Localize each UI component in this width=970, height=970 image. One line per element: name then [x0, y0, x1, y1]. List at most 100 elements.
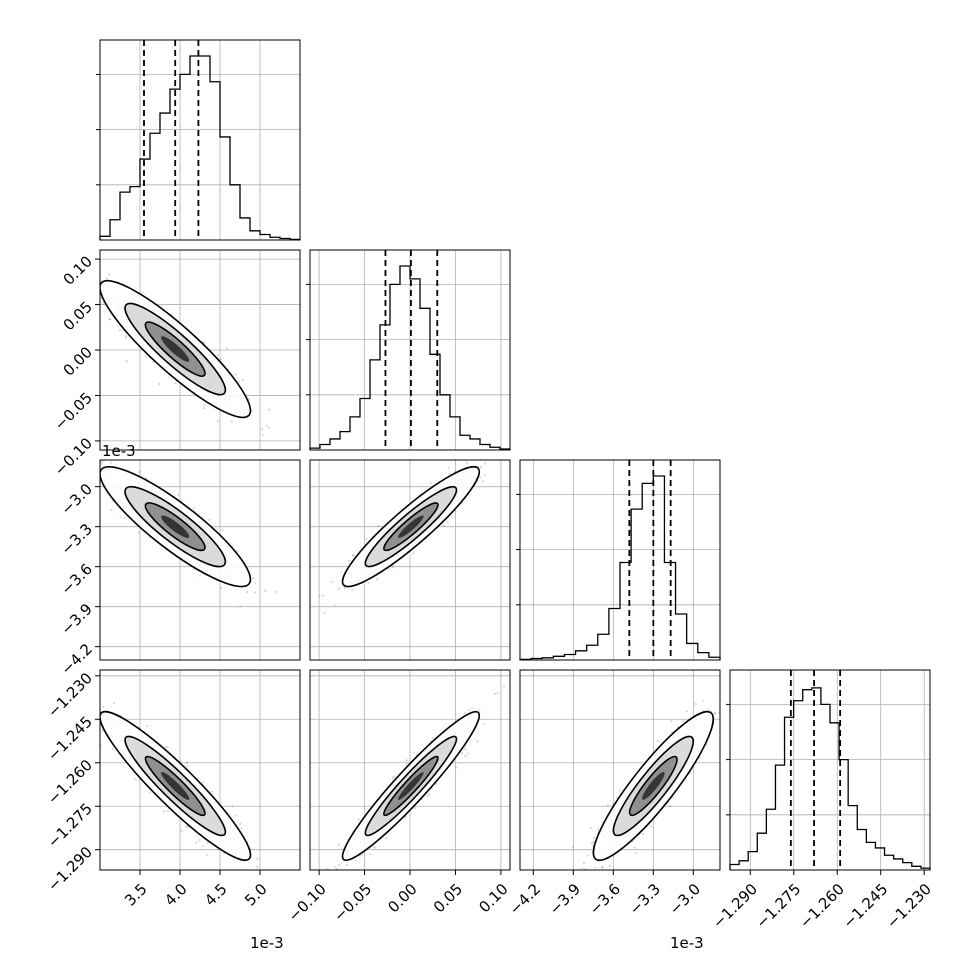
scatter-point [442, 524, 445, 527]
panel-frame [519, 459, 721, 661]
scatter-point [496, 454, 498, 456]
scatter-point [354, 859, 357, 862]
scatter-point [338, 863, 341, 867]
scatter-point [198, 574, 202, 577]
scatter-point [513, 421, 515, 423]
scatter-point [476, 740, 479, 743]
scatter-point [574, 872, 576, 874]
scatter-point [372, 845, 375, 848]
scatter-point [713, 712, 716, 716]
scatter-point [702, 709, 705, 712]
scatter-point [241, 378, 244, 381]
scatter-point [239, 605, 242, 608]
panel-frame [309, 249, 511, 451]
scatter-point [337, 843, 340, 847]
scatter-point [464, 711, 467, 714]
scatter-point [464, 747, 467, 750]
scatter-point [493, 692, 497, 695]
scatter-point [96, 712, 98, 714]
scatter-point [479, 476, 482, 479]
scatter-point [238, 380, 241, 383]
scatter-point [102, 705, 105, 708]
scatter-point [429, 482, 432, 485]
scatter-point [274, 590, 277, 593]
scatter-point [606, 804, 610, 807]
scatter-point [245, 590, 249, 594]
scatter-point [47, 239, 49, 241]
scatter-point [73, 480, 75, 482]
scatter-point [108, 318, 112, 321]
scatter-point [357, 818, 360, 821]
scatter-point [466, 752, 469, 755]
scatter-point [336, 881, 338, 883]
scatter-point [186, 825, 189, 829]
scatter-point [464, 755, 467, 758]
scatter-point [105, 277, 109, 280]
scatter-point [234, 373, 237, 376]
scatter-panel-3-2 [309, 421, 515, 661]
scatter-point [141, 291, 144, 294]
scatter-point [369, 853, 372, 856]
scatter-point [376, 578, 379, 581]
scatter-point [478, 709, 481, 712]
scatter-point [428, 793, 431, 796]
scatter-point [254, 581, 257, 585]
scatter-point [365, 538, 368, 541]
scatter-point [222, 852, 226, 855]
histogram-step [99, 55, 301, 241]
scatter-point [698, 756, 702, 759]
scatter-point [431, 737, 435, 740]
panel-content [571, 699, 720, 874]
scatter-point [326, 878, 328, 880]
scatter-point [100, 460, 103, 463]
scatter-point [482, 480, 485, 483]
scatter-point [601, 866, 604, 869]
scatter-point [111, 748, 114, 751]
scatter-point [484, 462, 487, 465]
scatter-panel-4-3 [519, 669, 721, 874]
scatter-point [231, 805, 234, 808]
scatter-point [335, 867, 338, 870]
scatter-point [95, 708, 97, 710]
panel-frame [729, 669, 931, 871]
scatter-point [358, 854, 362, 858]
scatter-point [201, 845, 204, 848]
scatter-point [461, 751, 464, 755]
scatter-point [385, 837, 388, 840]
scatter-point [221, 529, 224, 532]
scatter-point [373, 846, 376, 849]
scatter-point [185, 825, 188, 828]
scatter-point [96, 725, 98, 727]
density-contour [161, 772, 190, 800]
scatter-point [405, 759, 409, 762]
scatter-point [435, 782, 438, 786]
scatter-point [351, 588, 354, 591]
scatter-point [201, 781, 205, 784]
scatter-point [193, 507, 196, 510]
scatter-point [97, 272, 99, 274]
scatter-point [96, 295, 98, 297]
scatter-point [93, 268, 95, 270]
scatter-point [206, 854, 209, 857]
scatter-point [413, 806, 417, 810]
scatter-point [446, 521, 449, 524]
scatter-point [256, 857, 259, 860]
scatter-point [352, 554, 355, 558]
scatter-point [496, 691, 499, 694]
scatter-point [594, 866, 597, 869]
scatter-point [255, 865, 258, 868]
panel-content [73, 460, 277, 608]
scatter-point [118, 328, 121, 332]
histogram-panel-4 [726, 669, 931, 871]
scatter-point [144, 477, 148, 480]
scatter-point [377, 524, 380, 527]
scatter-point [480, 466, 483, 469]
scatter-point [80, 463, 82, 465]
panel-frame [99, 459, 301, 661]
scatter-point [164, 745, 167, 749]
scatter-point [348, 559, 351, 562]
scatter-point [216, 354, 220, 357]
scatter-point [91, 698, 93, 700]
scatter-point [268, 408, 271, 411]
scatter-point [641, 832, 644, 836]
